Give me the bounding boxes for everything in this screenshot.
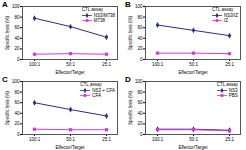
svg-text:Effector/Target: Effector/Target (55, 145, 85, 150)
svg-text:20: 20 (14, 121, 20, 126)
svg-text:50:1: 50:1 (66, 137, 75, 142)
svg-text:25:1: 25:1 (102, 62, 111, 67)
svg-text:0: 0 (17, 57, 20, 62)
svg-text:100:1: 100:1 (29, 62, 41, 67)
svg-text:100:1: 100:1 (29, 137, 41, 142)
svg-text:100: 100 (12, 79, 20, 84)
svg-text:0: 0 (17, 132, 20, 137)
svg-text:25:1: 25:1 (225, 62, 234, 67)
svg-text:20: 20 (14, 46, 20, 51)
html-text:NS3: NS3 (228, 87, 238, 93)
svg-text:Effector/Target: Effector/Target (178, 70, 208, 75)
svg-text:100: 100 (135, 4, 143, 9)
html-text:NS3/IZ: NS3/IZ (224, 12, 238, 18)
svg-text:100: 100 (12, 4, 20, 9)
svg-text:60: 60 (14, 100, 20, 105)
svg-text:40: 40 (137, 111, 143, 116)
html-text:A: A (2, 0, 8, 9)
svg-text:40: 40 (137, 36, 143, 41)
svg-text:100: 100 (135, 79, 143, 84)
svg-text:50:1: 50:1 (189, 137, 198, 142)
html-text:NS3/M738: NS3/M738 (93, 12, 115, 18)
svg-text:50:1: 50:1 (66, 62, 75, 67)
svg-text:80: 80 (14, 15, 20, 20)
svg-text:Specific lysis (%): Specific lysis (%) (5, 16, 10, 51)
html-text:CTL assay: CTL assay (80, 82, 102, 87)
html-text:B: B (125, 0, 131, 9)
svg-text:50:1: 50:1 (189, 62, 198, 67)
html-text:CFA: CFA (92, 93, 102, 98)
html-text:CTL assay: CTL assay (216, 82, 238, 87)
svg-text:Specific lysis (%): Specific lysis (%) (5, 91, 10, 126)
svg-text:60: 60 (137, 100, 143, 105)
svg-text:100:1: 100:1 (152, 62, 164, 67)
svg-text:20: 20 (137, 121, 143, 126)
svg-text:25:1: 25:1 (102, 137, 111, 142)
html-text:IZ: IZ (224, 18, 228, 23)
svg-text:0: 0 (140, 132, 143, 137)
svg-text:Specific lysis (%): Specific lysis (%) (128, 16, 133, 51)
html-text:PBS: PBS (228, 93, 238, 98)
svg-text:80: 80 (137, 15, 143, 20)
svg-text:40: 40 (14, 111, 20, 116)
svg-text:80: 80 (137, 90, 143, 95)
svg-text:40: 40 (14, 36, 20, 41)
html-text:NS3 + CFA: NS3 + CFA (92, 87, 115, 93)
svg-text:60: 60 (14, 25, 20, 30)
svg-text:20: 20 (137, 46, 143, 51)
html-text:CTL assay: CTL assay (81, 7, 104, 12)
html-text:C: C (2, 75, 8, 84)
svg-text:Specific lysis (%): Specific lysis (%) (128, 91, 133, 126)
svg-text:Effector/Target: Effector/Target (178, 145, 208, 150)
svg-text:25:1: 25:1 (225, 137, 234, 142)
svg-text:60: 60 (137, 25, 143, 30)
svg-text:0: 0 (140, 57, 143, 62)
html-text:CTL assay: CTL assay (212, 7, 234, 12)
html-text:D: D (125, 75, 131, 84)
html-text:M738: M738 (93, 18, 105, 23)
svg-text:100:1: 100:1 (152, 137, 164, 142)
svg-text:80: 80 (14, 90, 20, 95)
svg-text:Effector/Target: Effector/Target (55, 70, 85, 75)
